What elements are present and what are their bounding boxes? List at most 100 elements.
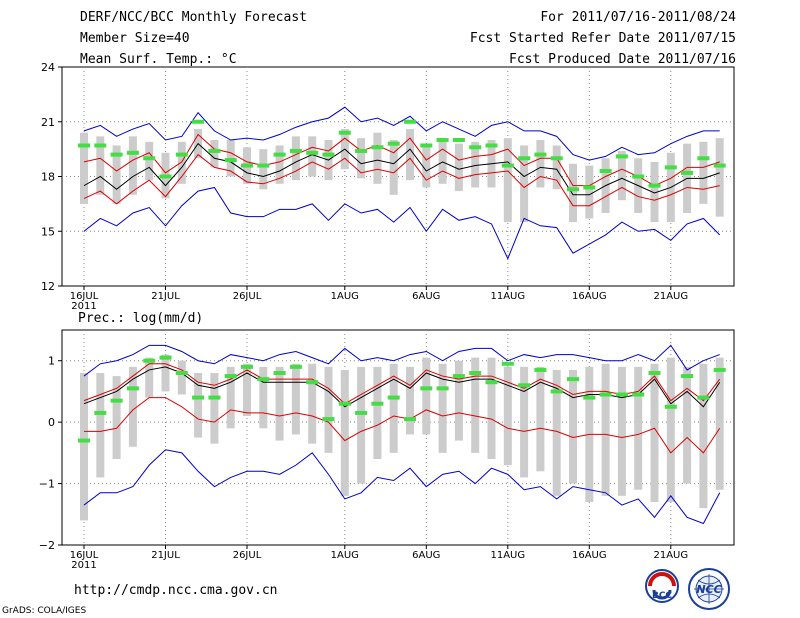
ensemble-median-mark [257, 164, 269, 168]
ensemble-median-mark [534, 153, 546, 157]
ensemble-median-mark [714, 368, 726, 372]
ensemble-median-mark [176, 371, 188, 375]
panel-1-xtick-label: 21JUL [151, 550, 180, 561]
ensemble-box [308, 136, 316, 176]
ensemble-median-mark [534, 368, 546, 372]
ensemble-median-mark [518, 383, 530, 387]
ensemble-box [145, 142, 153, 180]
ensemble-box [422, 358, 430, 435]
ensemble-box [276, 367, 284, 441]
precip-panel-title: Prec.: log(mm/d) [78, 311, 203, 326]
ensemble-median-mark [600, 393, 612, 397]
ensemble-median-mark [111, 153, 123, 157]
ensemble-median-mark [567, 187, 579, 191]
ensemble-box [618, 367, 626, 496]
ensemble-box [80, 133, 88, 204]
ncc-logo-icon: NCC [686, 568, 732, 612]
ensemble-box [602, 364, 610, 496]
ensemble-box [569, 370, 577, 484]
ensemble-median-mark [111, 399, 123, 403]
ensemble-median-mark [681, 374, 693, 378]
ensemble-box [634, 367, 642, 490]
panel-0-xtick-label: 11AUG [490, 291, 525, 302]
ensemble-box [210, 140, 218, 167]
ensemble-median-mark [616, 154, 628, 158]
ensemble-median-mark [78, 143, 90, 147]
ensemble-median-mark [160, 175, 172, 179]
ensemble-median-mark [290, 149, 302, 153]
panel-1-xtick-label: 26JUL [233, 550, 262, 561]
ensemble-box [439, 364, 447, 453]
panel-0-xtick-label: 21AUG [653, 291, 688, 302]
ensemble-box [308, 364, 316, 444]
panel-1-xtick-label: 11AUG [490, 550, 525, 561]
ensemble-median-mark [323, 153, 335, 157]
ensemble-median-mark [143, 359, 155, 363]
panel-1-xtick-label: 16AUG [572, 550, 607, 561]
ensemble-median-mark [551, 156, 563, 160]
ensemble-median-mark [616, 393, 628, 397]
source-url[interactable]: http://cmdp.ncc.cma.gov.cn [74, 583, 278, 598]
ensemble-median-mark [437, 138, 449, 142]
panel-0-ytick-label: 18 [41, 171, 55, 184]
ensemble-median-mark [486, 143, 498, 147]
ensemble-median-mark [127, 151, 139, 155]
panel-0-ytick-label: 21 [41, 116, 55, 129]
ensemble-box [422, 144, 430, 188]
ensemble-box [325, 367, 333, 453]
ensemble-median-mark [257, 377, 269, 381]
ensemble-median-mark [176, 153, 188, 157]
ensemble-box [699, 364, 707, 508]
ensemble-median-mark [697, 156, 709, 160]
ensemble-median-mark [567, 377, 579, 381]
ensemble-box [373, 367, 381, 459]
ensemble-median-mark [420, 143, 432, 147]
ensemble-box [259, 367, 267, 428]
ensemble-box [357, 367, 365, 484]
ensemble-box [390, 140, 398, 195]
ensemble-box [406, 129, 414, 180]
ensemble-median-mark [420, 386, 432, 390]
ensemble-median-mark [632, 393, 644, 397]
ensemble-median-mark [583, 396, 595, 400]
ensemble-median-mark [502, 362, 514, 366]
ncc-logo-text: NCC [696, 583, 721, 596]
panel-1-xtick-label: 21AUG [653, 550, 688, 561]
ensemble-box [585, 166, 593, 219]
panel-0-xtick-label: 21JUL [151, 291, 180, 302]
panel-1-xtick-label: 1AUG [331, 550, 359, 561]
panel-0-ytick-label: 12 [41, 280, 55, 293]
ensemble-median-mark [404, 417, 416, 421]
ensemble-median-mark [274, 371, 286, 375]
ensemble-median-mark [371, 145, 383, 149]
bcc-logo-icon: BCC [640, 568, 684, 608]
ensemble-median-mark [208, 149, 220, 153]
charts-canvas: 121518212416JUL 21JUL 26JUL 1AUG 6AUG 11AUG 16… [0, 0, 800, 618]
panel-0-xtick-label: 1AUG [331, 291, 359, 302]
grads-credit: GrADS: COLA/IGES [2, 606, 86, 616]
ensemble-median-mark [94, 411, 106, 415]
ensemble-box [178, 361, 186, 395]
ensemble-median-mark [78, 439, 90, 443]
ensemble-box [553, 145, 561, 189]
ensemble-median-mark [502, 164, 514, 168]
ensemble-box [569, 164, 577, 222]
ensemble-median-mark [208, 396, 220, 400]
ensemble-median-mark [388, 396, 400, 400]
ensemble-median-mark [355, 149, 367, 153]
ensemble-median-mark [665, 405, 677, 409]
ensemble-median-mark [649, 371, 661, 375]
ensemble-median-mark [274, 153, 286, 157]
ensemble-box [373, 133, 381, 184]
ensemble-box [504, 138, 512, 222]
ensemble-median-mark [143, 156, 155, 160]
ensemble-median-mark [225, 374, 237, 378]
ensemble-median-mark [127, 386, 139, 390]
ensemble-box [162, 355, 170, 392]
ensemble-box [406, 367, 414, 435]
panel-1-ytick-label: 1 [48, 355, 55, 368]
ensemble-median-mark [339, 131, 351, 135]
ensemble-median-mark [241, 164, 253, 168]
ensemble-median-mark [355, 411, 367, 415]
panel-0-xtick-label: 16AUG [572, 291, 607, 302]
